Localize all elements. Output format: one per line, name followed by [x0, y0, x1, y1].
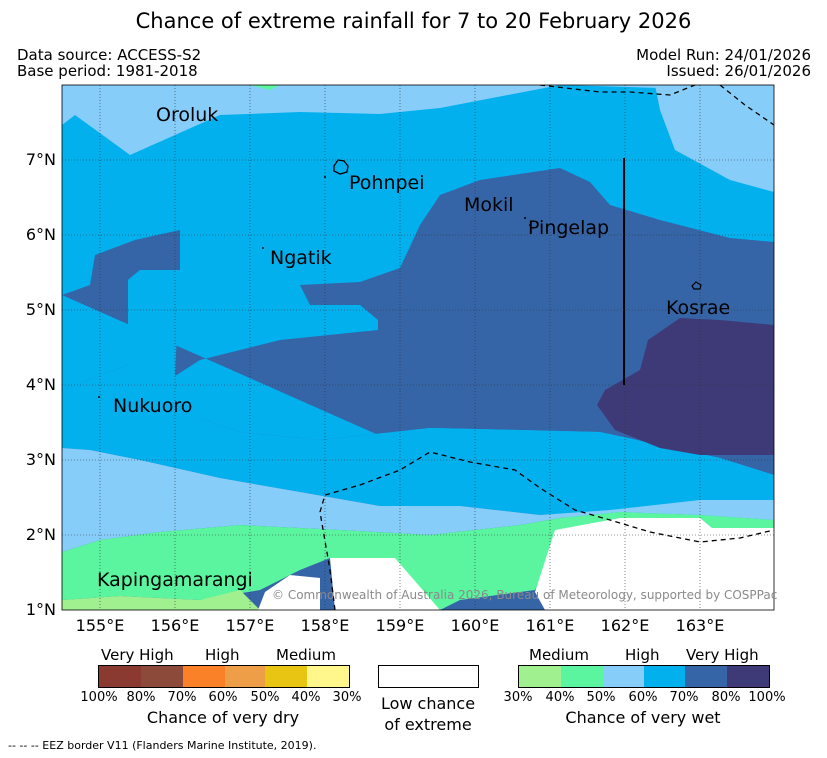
- wet-swatch-80: [727, 666, 769, 687]
- map-gridlines: [62, 85, 774, 610]
- region-wet-60-south: [62, 270, 774, 515]
- wet-legend-colorbar: [518, 665, 770, 688]
- dry-legend-heading-medium: Medium: [276, 646, 336, 664]
- x-tick: 155°E: [75, 616, 125, 635]
- y-tick: 1°N: [25, 600, 56, 619]
- dry-legend-heading-high: High: [205, 646, 240, 664]
- region-low-chance-west: [258, 575, 320, 610]
- place-label-nukuoro: Nukuoro: [113, 395, 193, 417]
- wet-legend-caption: Chance of very wet: [565, 708, 721, 727]
- wet-pct-label: 50%: [586, 690, 616, 705]
- dry-pct-label: 60%: [208, 690, 238, 705]
- eez-border: [319, 85, 774, 610]
- low-chance-caption-line1: Low chance: [380, 694, 476, 713]
- region-wet-50-northeast: [655, 85, 774, 192]
- ant-atoll: [324, 176, 326, 178]
- wet-swatch-70: [685, 666, 727, 687]
- x-tick: 163°E: [675, 616, 725, 635]
- dry-pct-label: 70%: [167, 690, 197, 705]
- x-tick: 157°E: [225, 616, 275, 635]
- region-wet-80: [597, 318, 774, 455]
- wet-pct-label: 70%: [669, 690, 699, 705]
- wet-pct-label: 40%: [545, 690, 575, 705]
- low-chance-caption-line2: of extreme: [384, 715, 472, 734]
- eez-border-note: -- -- -- EEZ border V11 (Flanders Marine…: [8, 739, 317, 752]
- wet-pct-label: 100%: [748, 690, 786, 705]
- low-chance-caption: Low chance of extreme: [362, 693, 494, 735]
- dry-swatch-50: [265, 666, 307, 687]
- place-label-pohnpei: Pohnpei: [349, 172, 425, 194]
- dry-swatch-40: [307, 666, 349, 687]
- wet-legend-heading-high: High: [625, 646, 660, 664]
- region-wet-40-center: [395, 558, 460, 610]
- dry-pct-label: 30%: [332, 690, 362, 705]
- x-tick: 159°E: [375, 616, 425, 635]
- x-tick: 160°E: [450, 616, 500, 635]
- wet-swatch-50: [603, 666, 644, 687]
- chart-title: Chance of extreme rainfall for 7 to 20 F…: [135, 9, 692, 33]
- place-label-kapingamarangi: Kapingamarangi: [97, 569, 253, 591]
- low-chance-swatch: [378, 665, 479, 688]
- pingelap-atoll: [529, 224, 531, 226]
- meta-right: Model Run: 24/01/2026 Issued: 26/01/2026: [636, 47, 811, 79]
- kosrae-island-outline: [691, 281, 702, 290]
- place-label-pingelap: Pingelap: [528, 217, 610, 239]
- wet-swatch-30: [519, 666, 561, 687]
- dry-legend-colorbar: [98, 665, 350, 688]
- region-wet-50-north: [62, 85, 774, 155]
- model-run: Model Run: 24/01/2026: [636, 46, 811, 64]
- y-tick: 7°N: [25, 150, 56, 169]
- map-frame: [61, 84, 775, 611]
- dry-legend-caption: Chance of very dry: [146, 708, 300, 727]
- dry-swatch-80: [141, 666, 183, 687]
- wet-pct-label: 60%: [628, 690, 658, 705]
- dry-swatch-60: [225, 666, 265, 687]
- dry-swatch-100: [99, 666, 141, 687]
- region-wet-40-north: [250, 85, 280, 90]
- ngatik-atoll: [262, 247, 264, 249]
- dry-legend-heading-very-high: Very High: [101, 646, 174, 664]
- region-wet-50-south: [62, 448, 774, 552]
- wet-swatch-40: [561, 666, 603, 687]
- wet-legend-heading-very-high: Very High: [686, 646, 759, 664]
- region-low-chance-center: [330, 558, 440, 610]
- x-tick: 161°E: [525, 616, 575, 635]
- x-tick: 158°E: [300, 616, 350, 635]
- y-tick: 6°N: [25, 225, 56, 244]
- place-label-ngatik: Ngatik: [270, 247, 332, 269]
- copyright-notice: © Commonwealth of Australia 2026, Bureau…: [272, 588, 778, 602]
- x-tick: 156°E: [150, 616, 200, 635]
- y-tick: 3°N: [25, 450, 56, 469]
- region-wet-40-south: [62, 512, 774, 600]
- place-label-kosrae: Kosrae: [666, 297, 731, 319]
- dry-pct-label: 80%: [126, 690, 156, 705]
- issued-date: Issued: 26/01/2026: [666, 62, 811, 80]
- wet-pct-label: 30%: [503, 690, 533, 705]
- dry-swatch-70: [183, 666, 225, 687]
- dry-pct-label: 50%: [250, 690, 280, 705]
- dry-pct-label: 100%: [80, 690, 118, 705]
- x-tick: 162°E: [600, 616, 650, 635]
- wet-pct-label: 80%: [711, 690, 741, 705]
- nukuoro-atoll: [98, 396, 100, 398]
- dry-pct-label: 40%: [291, 690, 321, 705]
- data-source: Data source: ACCESS-S2: [17, 46, 202, 64]
- base-period: Base period: 1981-2018: [17, 62, 198, 80]
- y-tick: 2°N: [25, 525, 56, 544]
- place-label-oroluk: Oroluk: [156, 104, 219, 126]
- wet-legend-heading-medium: Medium: [529, 646, 589, 664]
- wet-swatch-60: [644, 666, 685, 687]
- y-tick: 5°N: [25, 300, 56, 319]
- mokil-atoll: [524, 217, 526, 219]
- place-label-mokil: Mokil: [464, 194, 514, 216]
- meta-left: Data source: ACCESS-S2 Base period: 1981…: [17, 47, 201, 79]
- region-wet-30-south: [62, 590, 260, 610]
- y-tick: 4°N: [25, 375, 56, 394]
